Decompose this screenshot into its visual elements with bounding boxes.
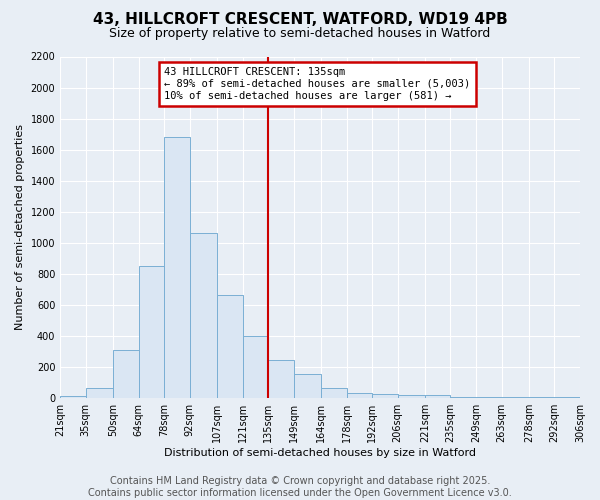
Bar <box>425 396 451 398</box>
Text: Contains HM Land Registry data © Crown copyright and database right 2025.
Contai: Contains HM Land Registry data © Crown c… <box>88 476 512 498</box>
Bar <box>242 336 268 398</box>
Bar <box>164 137 190 398</box>
Y-axis label: Number of semi-detached properties: Number of semi-detached properties <box>15 124 25 330</box>
Bar <box>113 350 139 398</box>
Bar <box>86 388 113 398</box>
X-axis label: Distribution of semi-detached houses by size in Watford: Distribution of semi-detached houses by … <box>164 448 476 458</box>
Bar <box>321 388 347 398</box>
Bar <box>190 234 217 398</box>
Text: 43 HILLCROFT CRESCENT: 135sqm
← 89% of semi-detached houses are smaller (5,003)
: 43 HILLCROFT CRESCENT: 135sqm ← 89% of s… <box>164 68 470 100</box>
Bar <box>268 360 293 398</box>
Text: 43, HILLCROFT CRESCENT, WATFORD, WD19 4PB: 43, HILLCROFT CRESCENT, WATFORD, WD19 4P… <box>92 12 508 28</box>
Bar <box>139 266 164 398</box>
Text: Size of property relative to semi-detached houses in Watford: Size of property relative to semi-detach… <box>109 28 491 40</box>
Bar <box>60 396 86 398</box>
Bar <box>217 296 242 398</box>
Bar <box>372 394 398 398</box>
Bar <box>347 393 372 398</box>
Bar <box>398 394 425 398</box>
Bar <box>293 374 321 398</box>
Bar <box>451 397 476 398</box>
